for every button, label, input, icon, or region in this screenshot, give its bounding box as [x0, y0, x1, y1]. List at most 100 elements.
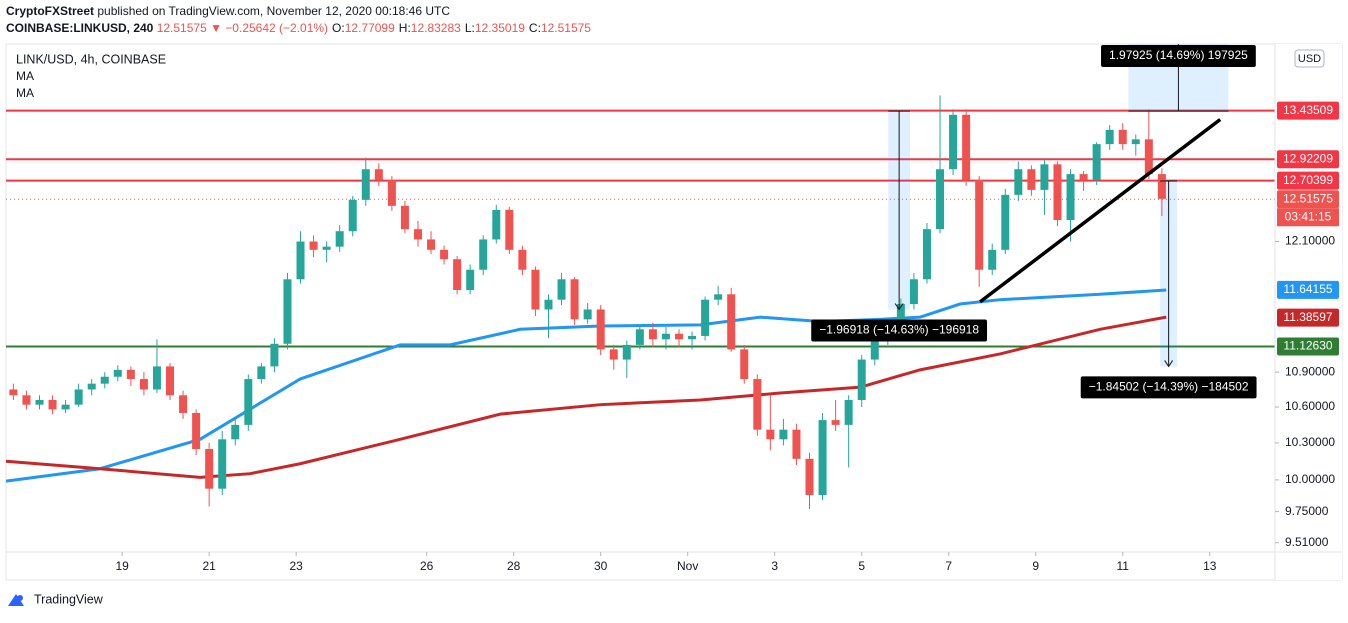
candle-body — [870, 339, 879, 360]
candle-body — [949, 114, 958, 170]
candle-body — [218, 439, 227, 489]
brand: TradingView — [34, 592, 104, 606]
measure-label-text: 1.97925 (14.69%) 197925 — [1109, 48, 1248, 62]
candle-body — [283, 279, 292, 344]
change: 12.51575 ▼ −0.25642 (−2.01%) — [157, 21, 328, 35]
candle-body — [413, 229, 422, 240]
candle-body — [374, 169, 383, 180]
candle-body — [361, 169, 370, 200]
measure-label-box — [1080, 376, 1257, 399]
candle-body — [87, 383, 96, 390]
candle-body — [518, 249, 527, 270]
ohlc-label: O: — [332, 21, 345, 35]
candle-body — [661, 333, 670, 340]
candle-body — [335, 231, 344, 247]
x-tick-label: Nov — [677, 559, 698, 573]
x-tick-label: 11 — [1117, 559, 1130, 573]
price-label: 12.70399 — [1283, 173, 1333, 187]
candle-body — [648, 329, 657, 340]
candle-body — [975, 179, 984, 270]
candle-body — [922, 229, 931, 280]
candle-body — [583, 309, 592, 320]
arrow-head — [894, 303, 904, 311]
price-label-box — [1277, 171, 1339, 190]
candle-body — [479, 239, 488, 270]
price-label: 11.38597 — [1283, 310, 1332, 324]
candle-body — [139, 379, 148, 390]
candle-body — [844, 399, 853, 425]
candle-body — [831, 420, 840, 425]
ohlc-label: L: — [465, 21, 475, 35]
candle-body — [179, 395, 188, 413]
y-tick-label: 9.51000 — [1285, 535, 1329, 549]
x-tick-label: 30 — [594, 559, 608, 573]
measure-label-box — [1101, 45, 1256, 67]
ma-line — [6, 315, 1167, 479]
price-label: 12.51575 — [1283, 191, 1333, 205]
candle-body — [909, 279, 918, 305]
candle-body — [440, 249, 449, 260]
candle-body — [544, 299, 553, 310]
header-line: CryptoFXStreet published on TradingView.… — [6, 4, 450, 18]
x-tick-label: 7 — [945, 559, 952, 573]
candle-body — [100, 376, 109, 384]
x-tick-label: 9 — [1032, 559, 1039, 573]
countdown-box — [1277, 208, 1339, 227]
y-tick-label: 10.90000 — [1285, 364, 1335, 378]
currency-button[interactable] — [1294, 49, 1325, 68]
candle-body — [557, 279, 566, 300]
measure-label-text: −1.84502 (−14.39%) −184502 — [1089, 380, 1249, 394]
price-label: 11.64155 — [1283, 282, 1332, 296]
candle-body — [309, 241, 318, 250]
price-label-box — [1277, 337, 1339, 356]
candle-body — [9, 389, 18, 396]
candle-body — [296, 241, 305, 280]
candle-body — [492, 209, 501, 240]
candle-body — [818, 420, 827, 496]
currency-label: USD — [1298, 53, 1321, 65]
legend-entry: MA — [16, 86, 34, 100]
measure-label: 1.97925 (14.69%) 197925 — [1101, 45, 1256, 67]
x-tick-label: 21 — [202, 559, 216, 573]
candle-body — [688, 335, 697, 340]
candle-body — [857, 359, 866, 400]
candle-body — [740, 349, 749, 380]
candle-body — [205, 449, 214, 489]
candle-body — [675, 333, 684, 340]
y-tick-label: 12.10000 — [1285, 234, 1335, 248]
price-label-box — [1277, 101, 1339, 120]
candle-body — [48, 399, 57, 410]
candle-body — [1053, 164, 1062, 220]
candle-body — [596, 309, 605, 350]
candle-body — [192, 412, 201, 450]
x-tick-label: 3 — [771, 559, 778, 573]
axes: 19 21 23 26 28 30 Nov 3 5 7 9 11 13 9.51000 9.75000 10.… — [115, 234, 1335, 573]
chart-frame — [5, 43, 1343, 581]
candle-body — [126, 369, 135, 380]
price-label: 11.12630 — [1283, 339, 1332, 353]
ohlc-value: 12.51575 — [541, 21, 591, 35]
measure-label: −1.96918 (−14.63%) −196918 — [811, 319, 988, 342]
candle-body — [466, 269, 475, 290]
arrow-head — [1164, 360, 1174, 368]
candle-body — [805, 458, 814, 496]
candle-body — [792, 429, 801, 459]
candle-body — [231, 424, 240, 440]
candle-body — [400, 205, 409, 230]
x-tick-label: 5 — [858, 559, 865, 573]
ohlc-label: C: — [529, 21, 541, 35]
x-tick-label: 19 — [115, 559, 129, 573]
ohlc-value: 12.35019 — [475, 21, 525, 35]
price-label: 13.43509 — [1283, 103, 1333, 117]
candle-body — [166, 366, 175, 396]
trendline — [978, 118, 1222, 304]
candle-body — [427, 239, 436, 250]
candle-body — [1066, 174, 1075, 220]
candle-body — [988, 249, 997, 270]
measure-label-box — [811, 319, 988, 342]
candle-body — [453, 259, 462, 290]
candle-body — [348, 199, 357, 232]
measure-label-text: −1.96918 (−14.63%) −196918 — [819, 323, 979, 337]
